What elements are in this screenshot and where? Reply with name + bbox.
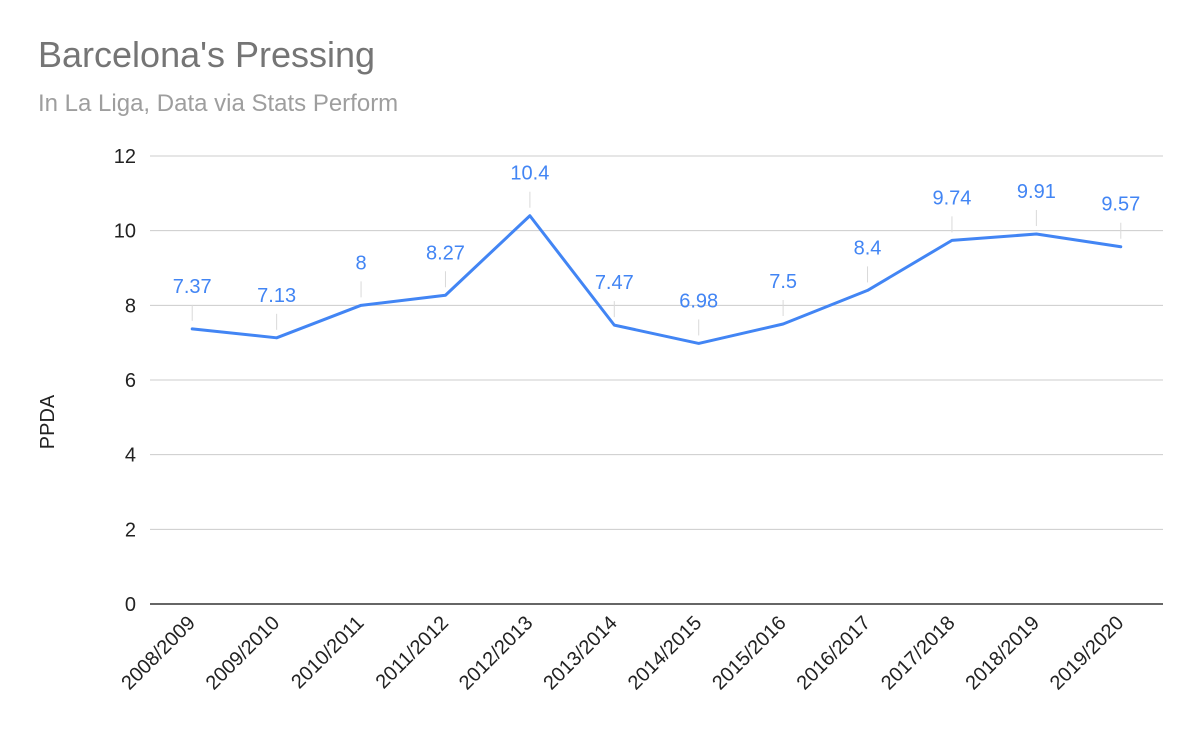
y-tick-labels: 0 2 4 6 8 10 12 [114,146,136,616]
data-label: 9.74 [932,187,971,209]
data-label: 8 [355,252,366,274]
y-tick-label: 2 [125,519,136,541]
data-label: 10.4 [510,163,549,185]
x-tick-label: 2013/2014 [539,612,621,694]
y-tick-label: 0 [125,594,136,616]
chart-subtitle: In La Liga, Data via Stats Perform [38,90,399,117]
x-tick-label: 2010/2011 [287,612,368,693]
x-tick-label: 2009/2010 [202,612,284,694]
y-tick-label: 6 [125,370,136,392]
data-label: 8.27 [426,242,465,264]
x-tick-label: 2015/2016 [708,612,790,694]
y-axis-title: PPDA [37,394,59,449]
y-tick-label: 4 [125,445,136,467]
x-tick-label: 2017/2018 [877,612,959,694]
x-tick-label: 2011/2012 [372,612,453,693]
y-tick-label: 8 [125,295,136,317]
x-tick-label: 2018/2019 [961,612,1043,694]
data-label: 7.47 [595,272,634,294]
data-label: 7.37 [173,276,212,298]
data-label: 9.91 [1017,181,1056,203]
data-label: 7.5 [769,271,797,293]
data-label: 9.57 [1101,194,1140,216]
y-tick-label: 12 [114,146,136,168]
data-labels: 7.37 7.13 8 8.27 10.4 7.47 6.98 7.5 8.4 9.74 9.91 9… [173,163,1141,313]
series-line [190,214,1123,345]
x-tick-label: 2012/2013 [455,612,537,694]
x-tick-labels: 2008/2009 2009/2010 2010/2011 2011/2012 2012… [117,612,1128,694]
x-tick-label: 2019/2020 [1046,612,1128,694]
chart-title: Barcelona's Pressing [38,34,376,75]
data-label: 6.98 [679,290,718,312]
series-lines [190,214,1123,345]
data-label: 7.13 [257,285,296,307]
x-tick-label: 2014/2015 [624,612,706,694]
gridlines [150,155,1163,605]
x-tick-label: 2016/2017 [793,612,875,694]
data-label: 8.4 [854,237,882,259]
label-leader-lines [191,191,1122,336]
y-tick-label: 10 [114,221,136,243]
x-tick-label: 2008/2009 [117,612,199,694]
